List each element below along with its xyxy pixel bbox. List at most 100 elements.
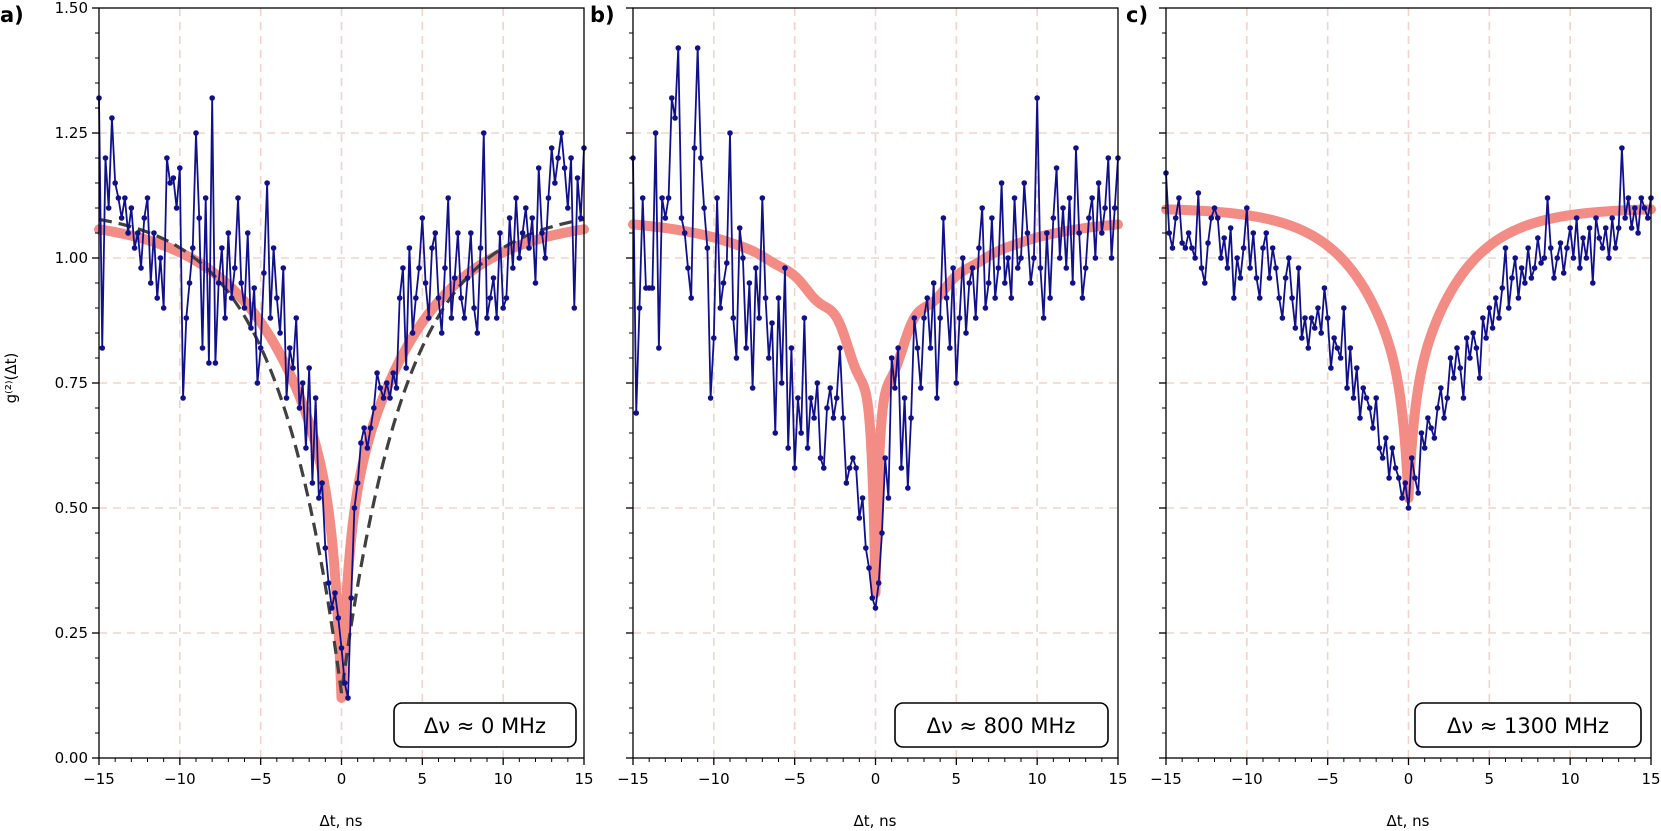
data-point <box>1386 475 1392 481</box>
data-point <box>707 395 714 401</box>
data-point <box>1447 355 1454 361</box>
data-point <box>749 385 756 391</box>
data-point <box>1483 335 1489 341</box>
data-point <box>872 605 879 611</box>
x-tick-label: 10 <box>494 770 513 788</box>
data-point <box>782 265 788 271</box>
fit-curve-a <box>94 224 589 703</box>
data-point <box>1102 205 1108 211</box>
data-point <box>1580 235 1586 241</box>
data-point <box>519 230 526 236</box>
data-point <box>196 215 203 221</box>
data-point <box>351 505 358 511</box>
data-point <box>248 325 254 331</box>
data-point <box>299 380 306 386</box>
data-point <box>846 465 853 471</box>
data-point <box>109 115 115 121</box>
data-point <box>662 215 669 221</box>
model-curve-a <box>98 217 585 694</box>
data-point <box>785 445 791 451</box>
data-point <box>892 385 898 391</box>
data-point <box>209 95 215 101</box>
data-point <box>354 480 361 486</box>
data-point <box>1282 275 1289 281</box>
data-point <box>1305 345 1312 351</box>
data-point <box>1644 215 1651 221</box>
data-point <box>1079 295 1086 301</box>
data-point <box>264 180 270 186</box>
data-point <box>1570 255 1577 261</box>
data-point <box>413 295 419 301</box>
data-point <box>1577 265 1583 271</box>
data-point <box>432 230 439 236</box>
data-point <box>869 595 876 601</box>
data-point <box>186 280 193 286</box>
data-point <box>930 280 937 286</box>
data-point <box>480 130 487 136</box>
data-point <box>1619 145 1625 151</box>
ticks-b: −15 −10 −5 0 5 10 15 <box>617 7 1128 788</box>
data-point <box>672 115 678 121</box>
data-point <box>364 445 371 451</box>
data-point <box>778 380 785 386</box>
data-point <box>1473 345 1480 351</box>
data-point <box>552 180 558 186</box>
data-point <box>571 305 578 311</box>
data-point <box>1099 230 1105 236</box>
data-point <box>312 395 319 401</box>
data-point <box>866 565 872 571</box>
data-point <box>1399 495 1405 501</box>
data-point <box>947 345 953 351</box>
data-point <box>1234 255 1240 261</box>
data-point <box>555 155 561 161</box>
data-point <box>1250 230 1257 236</box>
data-point <box>335 615 342 621</box>
data-point <box>976 245 982 251</box>
data-point <box>804 445 811 451</box>
data-point <box>1273 265 1279 271</box>
data-point <box>1276 295 1282 301</box>
data-point <box>669 95 675 101</box>
panel-label-b: b) <box>590 3 615 27</box>
data-point <box>1635 230 1641 236</box>
fit-curve <box>628 219 1123 598</box>
data-point <box>1638 195 1645 201</box>
data-point <box>1379 455 1386 461</box>
annotation-box-c: Δν ≈ 1300 MHz <box>1414 702 1642 748</box>
data-point <box>393 385 400 391</box>
data-point <box>477 245 484 251</box>
data-point <box>921 315 927 321</box>
data-point <box>963 330 969 336</box>
data-point <box>1066 195 1073 201</box>
data-point <box>1179 240 1185 246</box>
data-point <box>723 260 730 266</box>
data-point <box>1005 255 1011 261</box>
data-point <box>1408 455 1415 461</box>
data-point <box>1547 245 1554 251</box>
data-point <box>827 385 834 391</box>
data-point <box>1027 280 1034 286</box>
data-point <box>736 225 743 231</box>
data-point <box>1069 280 1076 286</box>
data-point <box>329 605 335 611</box>
data-point <box>438 330 445 336</box>
data-point <box>1583 255 1590 261</box>
data-point <box>940 215 947 221</box>
data-point <box>1034 95 1040 101</box>
data-point <box>367 425 374 431</box>
data-point <box>1567 225 1573 231</box>
data-series-c <box>1163 145 1654 511</box>
data-point <box>1347 345 1354 351</box>
data-point <box>856 515 863 521</box>
data-point <box>875 580 882 586</box>
data-point <box>1218 255 1224 261</box>
data-point <box>371 405 377 411</box>
data-point <box>448 315 455 321</box>
data-point <box>960 255 966 261</box>
data-point <box>1308 315 1315 321</box>
data-point <box>1535 235 1541 241</box>
data-point <box>99 345 106 351</box>
data-point <box>390 370 397 376</box>
data-point <box>1247 265 1253 271</box>
data-point <box>1334 345 1341 351</box>
